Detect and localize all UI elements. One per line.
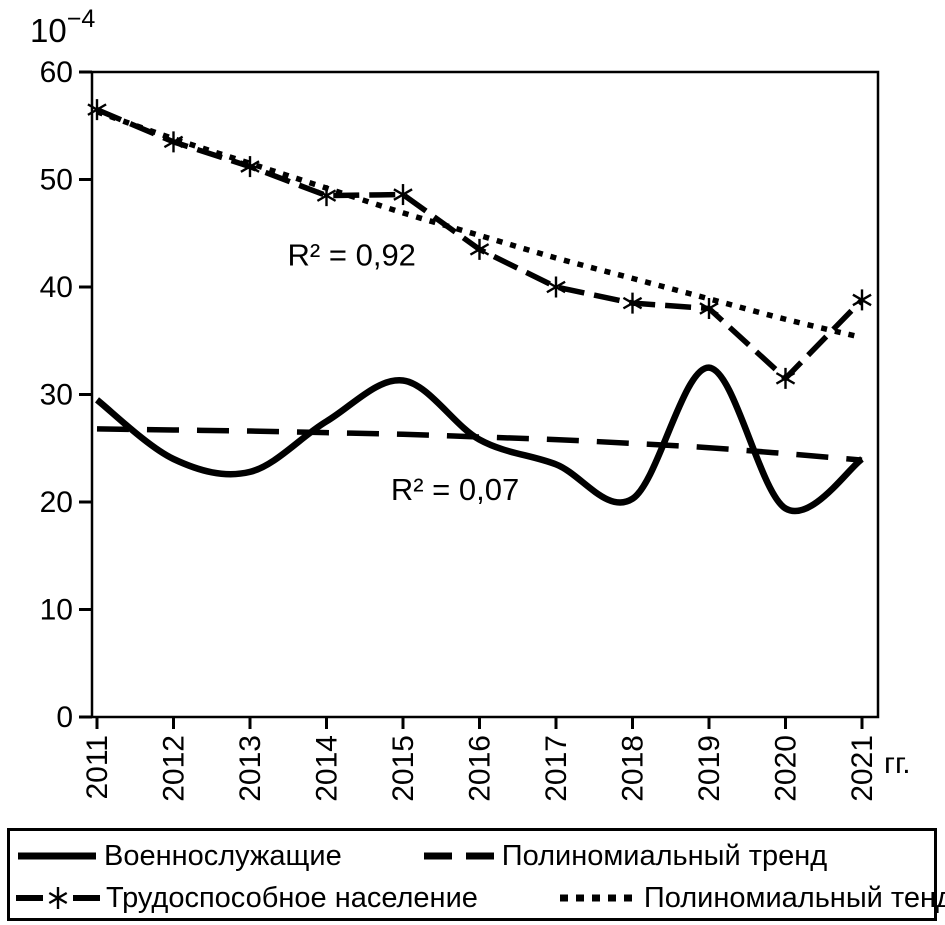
- legend-swatch-long-dash-icon: [423, 852, 494, 860]
- y-tick-label: 50: [40, 164, 73, 197]
- legend-swatch-dotted-icon: [559, 894, 636, 902]
- series-line-solid-smooth: [94, 364, 865, 515]
- asterisk-marker-icon: [622, 296, 643, 310]
- x-axis-unit-label: гг.: [884, 747, 911, 780]
- y-tick-label: 0: [56, 701, 73, 734]
- legend-item-military: Военнослужащие: [16, 840, 342, 873]
- y-tick-label: 20: [40, 486, 73, 519]
- legend-swatch-dash-asterisk-icon: [16, 887, 100, 909]
- asterisk-marker-icon: [316, 189, 337, 202]
- x-tick-label: 2012: [158, 735, 191, 802]
- x-tick-label: 2013: [234, 735, 267, 802]
- x-tick-label: 2018: [617, 735, 650, 802]
- legend-row-1: Военнослужащие Полиномиальный тренд: [16, 835, 934, 877]
- x-tick-label: 2014: [311, 735, 344, 802]
- x-tick-label: 2015: [387, 735, 420, 802]
- legend-label-polynomial-trend: Полиномиальный тренд: [501, 839, 828, 872]
- legend-item-polynomial-trend-2: Полиномиальный тенд: [558, 882, 945, 915]
- legend-item-working-age-population: Трудоспособное население: [16, 882, 478, 915]
- asterisk-marker-icon: [775, 372, 796, 385]
- x-tick-label: 2011: [81, 735, 114, 800]
- asterisk-marker-icon: [546, 280, 566, 294]
- r-squared-annotation: R² = 0,07: [391, 472, 519, 507]
- x-tick-label: 2019: [693, 735, 726, 802]
- asterisk-marker-icon: [393, 188, 413, 201]
- chart-legend: Военнослужащие Полиномиальный тренд Труд…: [7, 828, 945, 921]
- y-axis: 0 10 20 30 40 50 60: [40, 56, 92, 734]
- asterisk-marker-icon: [699, 302, 719, 315]
- asterisk-marker-icon: [163, 135, 184, 149]
- x-axis: 2011 2012 2013 2014 2015 2016 2017 2018 2019 2020…: [81, 717, 879, 802]
- series-line-long-dash: [96, 426, 863, 463]
- x-tick-label: 2021: [846, 735, 879, 802]
- legend-swatch-solid-line-icon: [18, 852, 96, 860]
- x-tick-label: 2016: [464, 735, 497, 802]
- x-tick-label: 2017: [540, 735, 573, 802]
- legend-label-polynomial-trend-2: Полиномиальный тенд: [643, 881, 945, 914]
- legend-label-military: Военнослужащие: [104, 839, 342, 872]
- plot-border: [90, 70, 880, 719]
- asterisk-marker-icon: [87, 103, 107, 116]
- asterisk-marker-icon: [469, 243, 490, 256]
- x-tick-label: 2020: [770, 735, 803, 802]
- legend-label-working-age-population: Трудоспособное население: [106, 881, 478, 914]
- series-asterisk-markers: [87, 99, 872, 389]
- y-axis-unit-label: 10−4: [30, 5, 95, 49]
- y-tick-label: 40: [40, 271, 73, 304]
- y-tick-label: 10: [40, 594, 73, 627]
- legend-item-polynomial-trend: Полиномиальный тренд: [422, 839, 828, 873]
- asterisk-marker-icon: [852, 293, 872, 307]
- asterisk-marker-icon: [240, 160, 260, 173]
- r-squared-annotation: R² = 0,92: [288, 238, 416, 273]
- y-tick-label: 60: [40, 56, 73, 89]
- series-line-dotted: [96, 109, 863, 341]
- y-tick-label: 30: [40, 379, 73, 412]
- legend-row-2: Трудоспособное население Полиномиальный …: [16, 877, 945, 919]
